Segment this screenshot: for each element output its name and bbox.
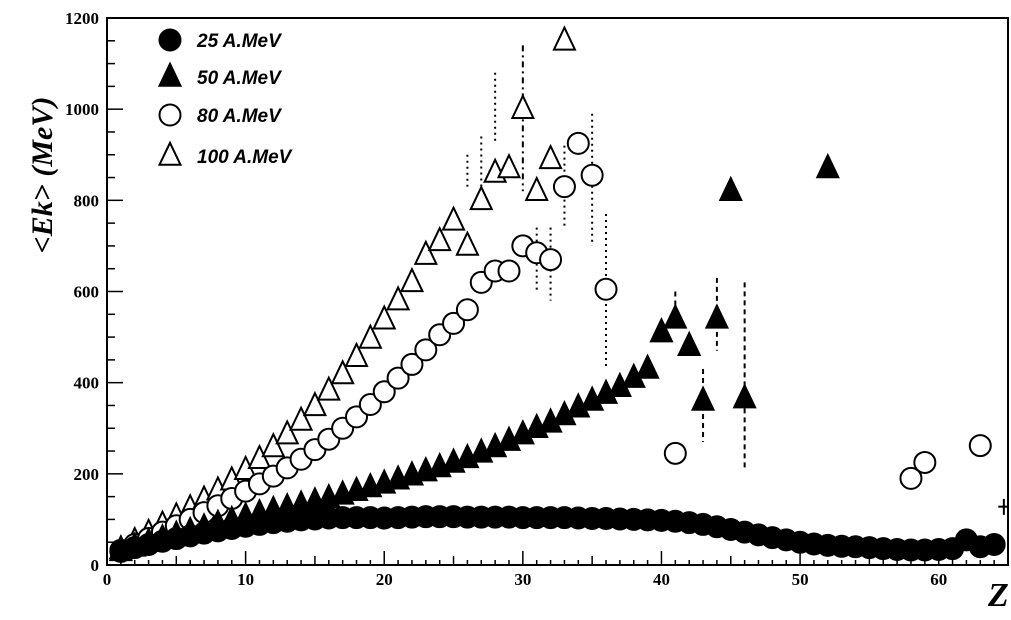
y-tick-label: 1200 <box>65 9 99 28</box>
data-point <box>386 366 410 390</box>
data-series <box>108 25 1006 563</box>
data-point <box>899 466 923 490</box>
data-point <box>580 163 604 187</box>
data-point <box>442 311 466 335</box>
data-point <box>968 434 992 458</box>
data-point <box>330 358 355 385</box>
legend-label: 25 A.MeV <box>196 31 282 52</box>
data-point <box>635 353 660 379</box>
data-point <box>663 303 688 329</box>
legend-marker <box>157 140 183 166</box>
data-point <box>677 330 702 356</box>
data-point <box>732 383 757 409</box>
data-point <box>261 431 286 458</box>
data-point <box>815 152 840 179</box>
data-point <box>497 259 521 283</box>
y-axis-title: <Ek> (MeV) <box>26 97 59 254</box>
x-tick-label: 0 <box>103 570 112 589</box>
data-point <box>414 338 438 362</box>
y-tick-label: 0 <box>91 556 100 575</box>
x-tick-label: 50 <box>792 570 809 589</box>
legend-label: 50 A.MeV <box>197 68 282 89</box>
data-point <box>469 184 494 211</box>
data-point <box>288 405 314 431</box>
y-tick-label: 800 <box>74 191 100 210</box>
data-point <box>399 266 425 293</box>
data-point <box>344 341 369 367</box>
series-2 <box>109 131 992 562</box>
data-point <box>372 380 396 404</box>
x-tick-label: 20 <box>376 570 393 589</box>
overflow-marker <box>998 498 1008 515</box>
y-tick-label: 400 <box>74 374 100 393</box>
data-point <box>704 303 729 329</box>
data-point <box>358 323 383 349</box>
data-point <box>400 352 424 376</box>
data-point <box>718 175 743 202</box>
data-point <box>552 25 577 51</box>
data-point <box>386 285 411 311</box>
legend-marker <box>158 103 182 127</box>
data-point <box>413 239 438 265</box>
x-axis-title: Z <box>987 577 1009 614</box>
legend-label: 100 A.MeV <box>197 147 293 168</box>
data-point <box>275 419 300 445</box>
data-point <box>663 441 687 465</box>
data-point <box>690 385 716 411</box>
data-point <box>566 131 590 155</box>
data-point <box>496 152 522 179</box>
x-tick-label: 30 <box>514 570 531 589</box>
data-point <box>372 304 397 330</box>
series-0 <box>109 505 1006 563</box>
data-point <box>594 277 618 301</box>
data-point <box>539 248 563 272</box>
legend-marker <box>158 28 182 52</box>
data-point <box>538 143 563 170</box>
data-point <box>302 390 328 417</box>
data-point <box>455 230 480 256</box>
x-tick-label: 40 <box>653 570 670 589</box>
x-tick-label: 10 <box>237 570 254 589</box>
data-point <box>427 225 452 252</box>
y-tick-label: 600 <box>74 283 100 302</box>
data-point <box>316 375 341 401</box>
data-point <box>510 93 535 119</box>
x-axis-ticks: 0 10 20 30 40 50 60 <box>103 551 1009 589</box>
y-tick-label: 200 <box>74 465 100 484</box>
data-point <box>441 205 466 231</box>
data-point <box>552 175 576 199</box>
x-tick-label: 60 <box>930 570 947 589</box>
y-axis-ticks: 0 200 400 600 800 1000 1200 <box>65 9 123 575</box>
data-point <box>982 532 1006 556</box>
legend: 25 A.MeV 50 A.MeV 80 A.MeV 100 A.MeV <box>157 28 293 168</box>
legend-label: 80 A.MeV <box>197 106 282 127</box>
series-3 <box>108 25 577 560</box>
y-tick-label: 1000 <box>65 100 99 119</box>
data-point <box>913 450 937 474</box>
data-point <box>649 317 674 343</box>
data-point <box>455 298 479 322</box>
legend-marker <box>157 61 183 87</box>
data-point <box>524 175 549 202</box>
